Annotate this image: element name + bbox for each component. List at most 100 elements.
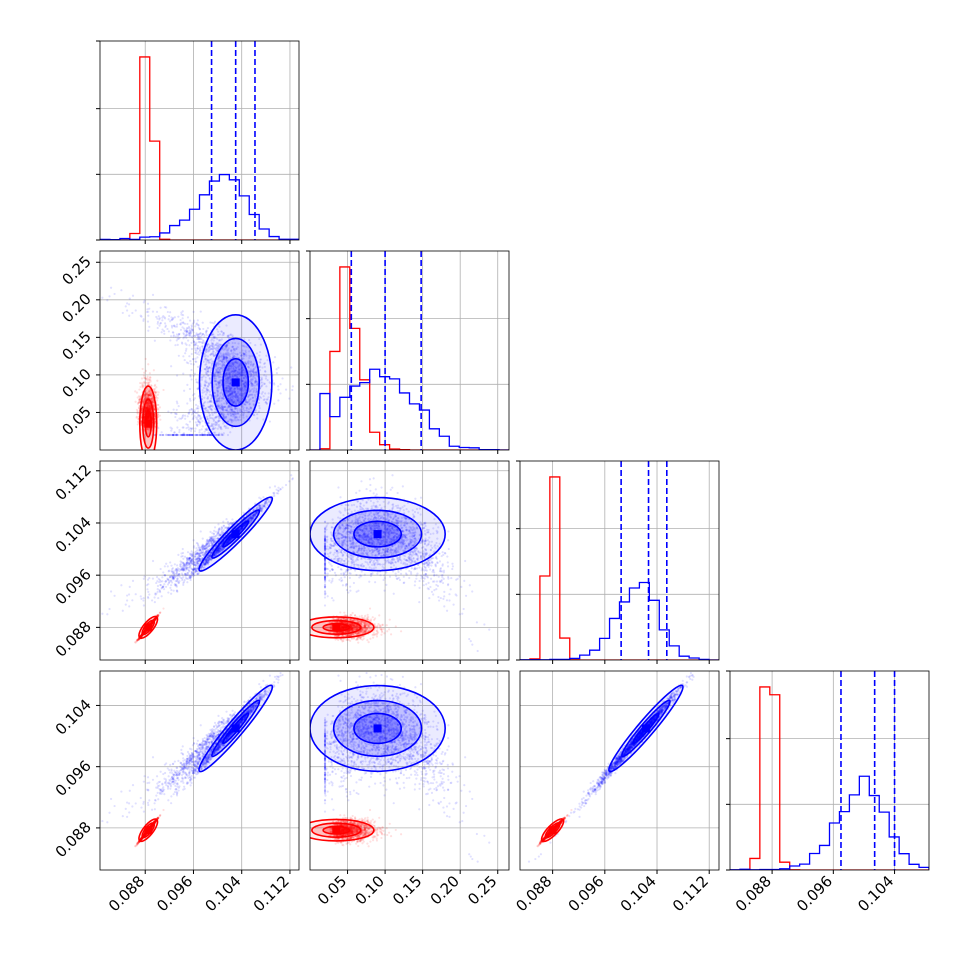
scatter-point [58,287,60,289]
scatter-point [172,335,174,337]
density-peak [232,378,240,386]
scatter-point [161,319,163,321]
scatter-point [173,409,175,411]
scatter-point [168,330,170,332]
scatter-point [110,287,112,289]
scatter-point [206,434,208,436]
scatter-point [126,309,128,311]
scatter-point [184,330,186,332]
scatter-point [161,331,163,333]
scatter-point [199,417,201,419]
scatter-point [164,322,166,324]
scatter-point [46,281,48,283]
scatter-point [185,337,187,339]
scatter-point [148,381,150,383]
scatter-point [277,385,279,387]
panel-1-1 [306,251,509,454]
scatter-point [159,406,161,408]
scatter-point [196,382,198,384]
scatter-point [211,322,213,324]
scatter-point [149,379,151,381]
scatter-point [279,392,281,394]
scatter-point [106,299,108,301]
scatter-point [163,316,165,318]
scatter-point [191,348,193,350]
scatter-point [274,356,276,358]
scatter-point [272,361,274,363]
scatter-point [145,370,147,372]
scatter-point [176,419,178,421]
scatter-point [195,379,197,381]
scatter-point [197,366,199,368]
scatter-point [182,415,184,417]
scatter-point [281,377,283,379]
scatter-point [183,390,185,392]
scatter-point [187,426,189,428]
scatter-point [191,434,193,436]
scatter-point [198,415,200,417]
scatter-point [113,293,115,295]
scatter-point [269,420,271,422]
scatter-point [189,333,191,335]
y-tick-label: 0.25 [58,252,94,288]
scatter-point [125,305,127,307]
scatter-point [182,373,184,375]
scatter-point [202,328,204,330]
scatter-point [198,338,200,340]
scatter-point [199,349,201,351]
scatter-point [159,612,161,614]
scatter-point [194,343,196,345]
scatter-point [201,428,203,430]
scatter-point [141,377,143,379]
panel-0-0 [96,41,299,244]
scatter-point [170,412,172,414]
scatter-point [172,434,174,436]
scatter-point [197,405,199,407]
scatter-point [157,327,159,329]
scatter-point [186,402,188,404]
scatter-point [177,316,179,318]
scatter-point [191,413,193,415]
scatter-point [182,317,184,319]
scatter-point [147,320,149,322]
scatter-point [192,427,194,429]
scatter-point [193,363,195,365]
scatter-point [174,416,176,418]
scatter-point [128,303,130,305]
scatter-point [195,404,197,406]
scatter-point [140,315,142,317]
scatter-point [172,317,174,319]
scatter-point [147,311,149,313]
scatter-point [188,355,190,357]
scatter-point [273,403,275,405]
scatter-point [173,432,175,434]
scatter-point [192,411,194,413]
scatter-point [178,429,180,431]
scatter-point [195,342,197,344]
scatter-point [183,327,185,329]
scatter-point [197,407,199,409]
scatter-point [188,326,190,328]
scatter-point [139,386,141,388]
scatter-point [139,398,141,400]
scatter-point [184,359,186,361]
scatter-point [183,432,185,434]
scatter-point [193,319,195,321]
scatter-point [198,421,200,423]
scatter-point [159,322,161,324]
scatter-point [122,312,124,314]
scatter-point [142,368,144,370]
scatter-point [195,350,197,352]
scatter-point [161,329,163,331]
scatter-point [198,423,200,425]
y-tick-label: 0.05 [58,403,94,439]
scatter-point [194,352,196,354]
scatter-point [144,382,146,384]
scatter-point [156,311,158,313]
scatter-point [171,325,173,327]
scatter-point [276,372,278,374]
scatter-point [154,340,156,342]
scatter-point [137,396,139,398]
scatter-point [192,358,194,360]
scatter-point [193,393,195,395]
